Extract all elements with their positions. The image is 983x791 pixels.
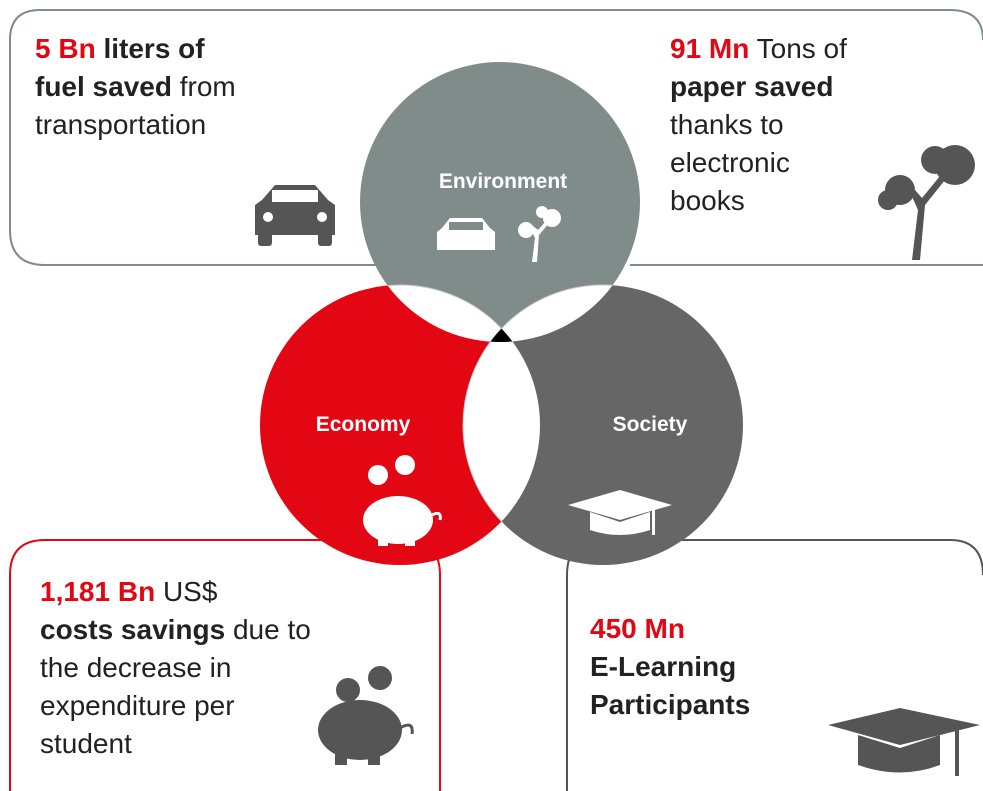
car-icon xyxy=(255,185,335,246)
text-line: thanks to xyxy=(670,106,847,144)
text-line: electronic xyxy=(670,144,847,182)
text-segment: E-Learning xyxy=(590,651,737,682)
text-segment: liters of xyxy=(95,33,205,64)
circle-label: Society xyxy=(612,413,688,436)
text-line: 91 Mn Tons of xyxy=(670,30,847,68)
circle-label: Environment xyxy=(438,170,568,193)
text-line: paper saved xyxy=(670,68,847,106)
environment-circle xyxy=(360,62,640,342)
circle-label: Economy xyxy=(315,413,411,436)
text-line: 450 Mn xyxy=(590,610,750,648)
text-line: fuel saved from xyxy=(35,68,236,106)
text-segment: from xyxy=(171,71,236,102)
car-icon-small xyxy=(437,218,495,250)
text-segment: electronic xyxy=(670,147,790,178)
piggy-icon-small xyxy=(363,455,442,546)
text-line: 1,181 Bn US$ xyxy=(40,573,311,611)
overlap xyxy=(462,284,640,342)
text-segment: transportation xyxy=(35,109,207,140)
text-segment: 91 Mn xyxy=(670,33,750,64)
piggy-icon xyxy=(318,666,414,765)
text-segment: books xyxy=(670,185,745,216)
text-segment: expenditure per xyxy=(40,690,235,721)
top-border xyxy=(9,9,983,41)
tree-icon xyxy=(878,145,975,260)
economy-circle xyxy=(260,285,540,565)
text-segment: Participants xyxy=(590,689,751,720)
text-segment: fuel saved xyxy=(35,71,172,102)
text-segment: 450 Mn xyxy=(590,613,685,644)
text-segment: the decrease in xyxy=(40,652,232,683)
text-segment: costs savings xyxy=(40,614,226,645)
society-circle xyxy=(463,285,743,565)
text-line: expenditure per xyxy=(40,687,311,725)
text-line: Participants xyxy=(590,686,750,724)
text-line: costs savings due to xyxy=(40,611,311,649)
text-segment: student xyxy=(40,728,132,759)
panel-border xyxy=(9,539,441,791)
cap-icon-small xyxy=(568,490,672,535)
text-segment: thanks to xyxy=(670,109,784,140)
text-segment: 1,181 Bn xyxy=(40,576,156,607)
text-segment: 5 Bn xyxy=(35,33,96,64)
text-line: student xyxy=(40,725,311,763)
text-line: E-Learning xyxy=(590,648,750,686)
panel-border xyxy=(9,40,380,266)
panel-text: 5 Bn liters of fuel saved from transportat… xyxy=(35,30,236,144)
text-line: the decrease in xyxy=(40,649,311,687)
text-segment: due to xyxy=(225,614,311,645)
overlap xyxy=(360,284,541,342)
tree-icon-small xyxy=(518,206,561,262)
cap-icon xyxy=(828,708,980,776)
text-segment: Tons of xyxy=(749,33,847,64)
panel-text: 91 Mn Tons of paper saved thanks to electro… xyxy=(670,30,847,220)
text-line: 5 Bn liters of xyxy=(35,30,236,68)
text-segment: US$ xyxy=(155,576,218,607)
text-line: books xyxy=(670,182,847,220)
text-line: transportation xyxy=(35,106,236,144)
panel-text: 450 Mn E-Learning Participants xyxy=(590,610,750,724)
text-segment: paper saved xyxy=(670,71,834,102)
panel-text: 1,181 Bn US$ costs savings due to the decr… xyxy=(40,573,311,763)
